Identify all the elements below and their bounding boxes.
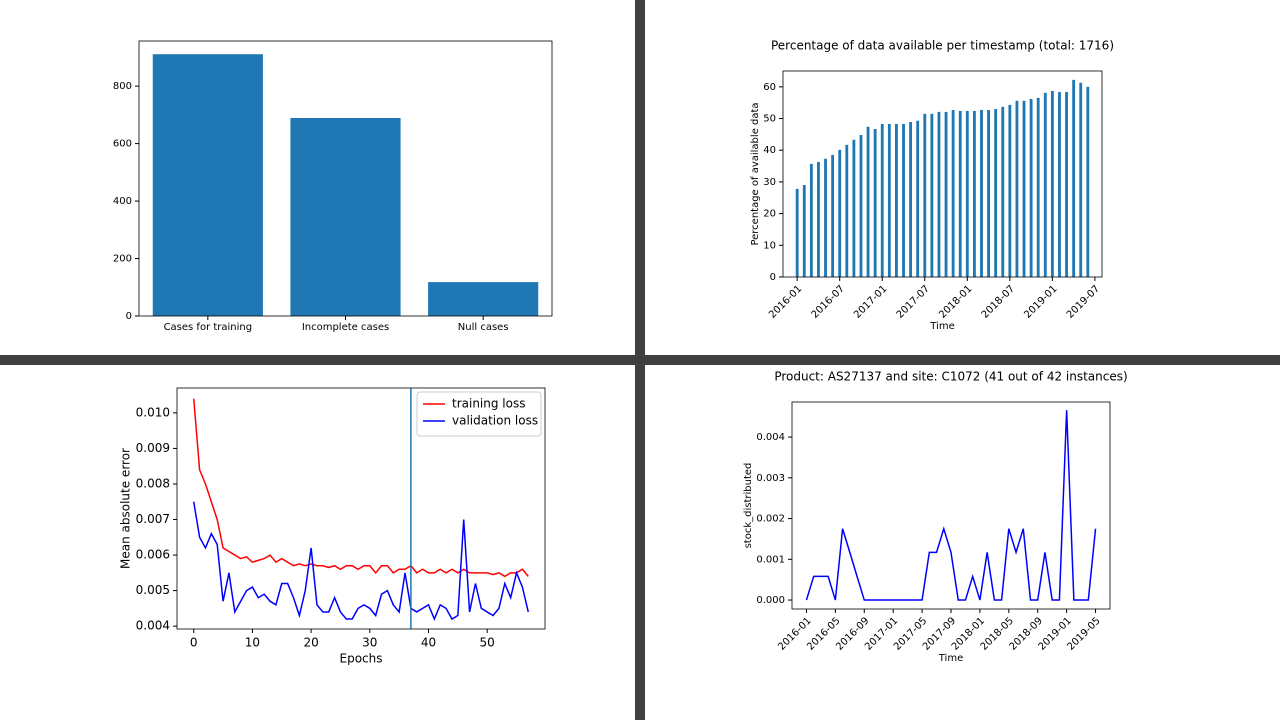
- x-tick-label: 0: [190, 636, 198, 650]
- bar: [859, 135, 863, 277]
- line: [805, 410, 1097, 601]
- bar: [980, 109, 983, 277]
- y-tick-label: 800: [113, 81, 132, 92]
- y-tick-label: 0.000: [756, 595, 785, 606]
- x-tick-label: Null cases: [458, 322, 509, 333]
- x-tick-label: 50: [480, 636, 495, 650]
- bar: [1065, 91, 1068, 277]
- y-tick-label: 20: [763, 209, 776, 220]
- y-axis-label: Percentage of available data: [750, 102, 761, 245]
- x-axis-label: Epochs: [340, 652, 383, 666]
- bar: [972, 110, 976, 277]
- y-tick-label: 60: [763, 82, 776, 93]
- y-axis-label: stock_distributed: [743, 463, 754, 549]
- divider: [0, 355, 1280, 365]
- x-tick-label: 40: [421, 636, 436, 650]
- y-tick-label: 0.010: [136, 405, 170, 419]
- y-tick-label: 0: [126, 311, 132, 322]
- x-axis-label: Time: [929, 321, 954, 332]
- bar: [831, 154, 835, 277]
- bar: [880, 123, 884, 278]
- x-tick-label: Incomplete cases: [302, 322, 389, 333]
- y-tick-label: 400: [113, 196, 132, 207]
- plot-frame: [176, 387, 546, 630]
- bar: [895, 123, 898, 278]
- bar: [845, 144, 849, 277]
- bar: [887, 123, 891, 278]
- y-tick-label: 600: [113, 139, 132, 150]
- plot-frame: [138, 40, 553, 317]
- y-tick-label: 0.005: [136, 583, 170, 597]
- legend: [416, 391, 542, 437]
- bar: [1072, 79, 1076, 278]
- bar: [1058, 91, 1061, 277]
- bar: [802, 185, 806, 277]
- bar: [965, 110, 969, 277]
- bar: [152, 54, 263, 317]
- bar: [428, 282, 539, 316]
- x-tick-label: Cases for training: [164, 322, 253, 333]
- bar: [944, 111, 948, 277]
- bar: [1015, 100, 1019, 277]
- y-tick-label: 0: [770, 272, 776, 283]
- y-tick-label: 40: [763, 145, 776, 156]
- x-tick-label: 10: [245, 636, 260, 650]
- bar: [916, 120, 920, 277]
- y-tick-label: 200: [113, 254, 132, 265]
- bar: [1086, 86, 1090, 277]
- bar: [1008, 104, 1012, 277]
- bar: [795, 188, 799, 277]
- bar: [852, 139, 856, 277]
- bar: [824, 158, 827, 277]
- x-tick-label: 30: [362, 636, 377, 650]
- y-tick-label: 0.008: [136, 476, 170, 490]
- bar: [994, 109, 998, 278]
- bar: [937, 111, 941, 277]
- y-axis-label: Mean absolute error: [119, 448, 133, 569]
- bar: [290, 118, 401, 316]
- bar: [1001, 106, 1005, 277]
- bar: [809, 163, 813, 277]
- y-tick-label: 0.001: [756, 554, 785, 565]
- y-tick-label: 10: [763, 240, 776, 251]
- y-tick-label: 0.003: [756, 473, 785, 484]
- y-tick-label: 0.004: [136, 619, 170, 633]
- bar: [923, 113, 927, 278]
- bar: [987, 109, 990, 277]
- line: [192, 398, 529, 578]
- line: [192, 501, 530, 622]
- bar: [1022, 100, 1026, 277]
- y-tick-label: 0.004: [756, 432, 785, 443]
- bar: [958, 110, 962, 277]
- x-axis-label: Time: [938, 653, 963, 664]
- bar: [902, 123, 905, 278]
- bar: [1050, 90, 1054, 277]
- y-tick-label: 0.002: [756, 514, 785, 525]
- bar: [1036, 97, 1040, 277]
- bar: [1043, 92, 1047, 277]
- bar: [909, 122, 913, 277]
- bar: [873, 128, 877, 277]
- bar: [817, 161, 820, 277]
- y-tick-label: 50: [763, 114, 776, 125]
- bar: [1029, 98, 1033, 278]
- y-tick-label: 30: [763, 177, 776, 188]
- plot-frame: [791, 401, 1111, 610]
- legend-label: training loss: [452, 397, 525, 411]
- chart-title: Percentage of data available per timesta…: [771, 39, 1114, 53]
- legend-label: validation loss: [452, 414, 538, 428]
- y-tick-label: 0.007: [136, 512, 170, 526]
- bar: [930, 113, 934, 278]
- chart-title: Product: AS27137 and site: C1072 (41 out…: [774, 370, 1127, 384]
- y-tick-label: 0.009: [136, 441, 170, 455]
- x-tick-label: 20: [303, 636, 318, 650]
- bar: [1079, 82, 1083, 277]
- bar: [866, 126, 870, 277]
- y-tick-label: 0.006: [136, 548, 170, 562]
- bar: [951, 109, 955, 277]
- bar: [838, 149, 842, 277]
- plot-frame: [782, 70, 1103, 278]
